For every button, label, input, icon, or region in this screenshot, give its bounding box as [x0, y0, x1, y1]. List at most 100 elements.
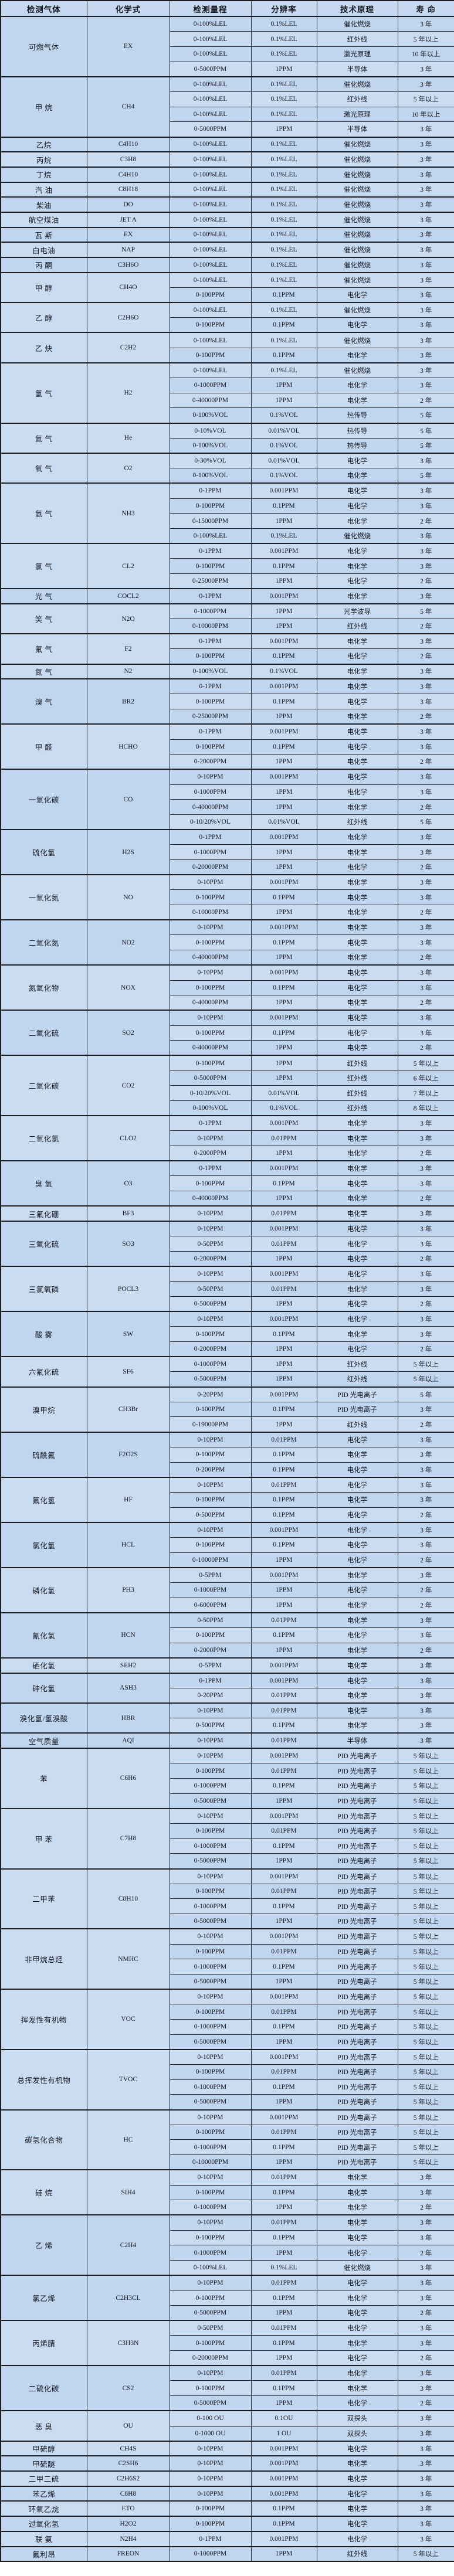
cell-resolution: 0.1PPM	[250, 1898, 317, 1915]
cell-resolution: 0.01PPM	[250, 1431, 317, 1447]
cell-range: 0-1000PPM	[169, 2546, 252, 2562]
cell-range: 0-1000PPM	[169, 1838, 252, 1854]
cell-gas: 乙 醇	[0, 302, 87, 333]
table-row: 三氯氧磷 POCL3 0-10PPM 0.001PPM 电化学 3 年	[0, 1266, 454, 1312]
cell-gas: 苯	[0, 1748, 87, 1809]
cell-resolution: 0.1%LEL	[250, 242, 317, 258]
cell-lifespan: 3 年	[397, 1462, 454, 1478]
cell-lifespan: 5 年	[397, 437, 454, 454]
cell-range: 0-25000PPM	[169, 573, 252, 589]
cell-resolution: 0.001PPM	[250, 1311, 317, 1327]
cell-lifespan: 5 年以上	[397, 1868, 454, 1884]
table-row: 甲 烷 CH4 0-100%LEL 0.1%LEL 催化燃烧 3 年	[0, 76, 454, 137]
cell-range: 0-10PPM	[169, 1205, 252, 1222]
cell-principle: 电化学	[316, 588, 398, 604]
cell-principle: PID 光电离子	[316, 2064, 398, 2080]
cell-gas: 航空煤油	[0, 211, 87, 228]
cell-range: 0-100%LEL	[169, 46, 252, 62]
cell-range: 0-1000PPM	[169, 2200, 252, 2215]
cell-resolution: 0.01PPM	[250, 1883, 317, 1899]
table-row: 氟利昂 FREON 0-1000PPM 1PPM 红外线 5 年以上	[0, 2546, 454, 2562]
cell-principle: 电化学	[316, 378, 398, 393]
cell-resolution: 0.1%LEL	[250, 136, 317, 152]
cell-range: 0-1000 OU	[169, 2425, 252, 2442]
cell-resolution: 0.001PPM	[250, 1566, 317, 1583]
cell-range: 0-100PPM	[169, 934, 252, 951]
cell-principle: 双探头	[316, 2425, 398, 2442]
cell-resolution: 0.1PPM	[250, 1718, 317, 1734]
table-row: 0-10000PPM 1PPM 电化学 2 年	[1, 905, 454, 920]
cell-principle: 电化学	[316, 844, 398, 860]
cell-range: 0-100%LEL	[169, 16, 252, 32]
cell-resolution: 0.1PPM	[250, 2184, 317, 2201]
table-row: 0-50PPM 0.01PPM 电化学 3 年	[1, 1236, 454, 1252]
cell-resolution: 0.01PPM	[250, 2124, 317, 2140]
cell-lifespan: 3 年	[397, 271, 454, 288]
cell-principle: 催化燃烧	[316, 151, 398, 168]
cell-gas: 过氧化氢	[0, 2516, 87, 2532]
cell-lifespan: 3 年	[397, 2485, 454, 2502]
cell-gas: 三氯氧磷	[0, 1266, 87, 1312]
cell-range: 0-100PPM	[169, 1326, 252, 1342]
cell-range: 0-1PPM	[169, 723, 252, 740]
cell-resolution: 0.1%LEL	[250, 91, 317, 107]
table-row: 二氧化氯 CLO2 0-1PPM 0.001PPM 电化学 3 年	[0, 1115, 454, 1161]
cell-lifespan: 3 年	[397, 1115, 454, 1131]
cell-lifespan: 2 年	[397, 1146, 454, 1161]
cell-lifespan: 3 年	[397, 196, 454, 213]
cell-principle: 电化学	[316, 1250, 398, 1267]
cell-principle: 催化燃烧	[316, 211, 398, 228]
cell-gas: 可燃气体	[0, 16, 87, 77]
cell-formula: PH3	[86, 1566, 170, 1613]
cell-resolution: 1PPM	[250, 618, 317, 634]
cell-resolution: 0.001PPM	[250, 1386, 317, 1402]
cell-gas: 空气质量	[0, 1732, 87, 1749]
cell-range: 0-40000PPM	[169, 392, 252, 409]
cell-range: 0-100PPM	[169, 1627, 252, 1643]
cell-range: 0-10%VOL	[169, 422, 252, 439]
cell-lifespan: 3 年	[397, 1221, 454, 1237]
cell-principle: 激光原理	[316, 46, 398, 62]
cell-gas: 二甲苯	[0, 1868, 87, 1929]
cell-resolution: 1PPM	[250, 1341, 317, 1357]
cell-lifespan: 3 年	[397, 302, 454, 318]
cell-resolution: 0.01PPM	[250, 1943, 317, 1960]
cell-formula: C2H6S2	[86, 2470, 170, 2487]
cell-range: 0-15000PPM	[169, 513, 252, 529]
cell-lifespan: 3 年	[397, 829, 454, 845]
cell-range: 0-100PPM	[169, 648, 252, 665]
cell-principle: PID 光电离子	[316, 2154, 398, 2170]
cell-principle: PID 光电离子	[316, 2018, 398, 2035]
cell-range: 0-50PPM	[169, 1612, 252, 1629]
cell-range: 0-10PPM	[169, 2275, 252, 2291]
cell-range: 0-50PPM	[169, 1236, 252, 1252]
cell-lifespan: 3 年	[397, 2184, 454, 2201]
cell-range: 0-100PPM	[169, 1175, 252, 1192]
cell-lifespan: 3 年	[397, 287, 454, 303]
cell-lifespan: 5 年以上	[397, 2124, 454, 2140]
cell-resolution: 1PPM	[250, 1793, 317, 1809]
cell-resolution: 0.1PPM	[250, 558, 317, 574]
table-row: 氯化氢 HCL 0-10PPM 0.001PPM 电化学 3 年	[0, 1521, 454, 1568]
cell-principle: 催化燃烧	[316, 362, 398, 378]
cell-principle: 电化学	[316, 2485, 398, 2502]
cell-range: 0-100%LEL	[169, 181, 252, 198]
cell-resolution: 0.1PPM	[250, 1175, 317, 1192]
cell-resolution: 0.1%VOL	[250, 437, 317, 454]
cell-lifespan: 2 年	[397, 573, 454, 589]
cell-formula: C7H8	[86, 1807, 170, 1870]
cell-principle: 电化学	[316, 633, 398, 650]
cell-gas: 甲硫醇	[0, 2440, 87, 2456]
cell-range: 0-100PPM	[169, 2516, 252, 2532]
cell-formula: DO	[86, 196, 170, 213]
cell-resolution: 0.001PPM	[250, 1521, 317, 1538]
cell-resolution: 0.1%LEL	[250, 181, 317, 198]
table-row: 一氧化氮 NO 0-10PPM 0.001PPM 电化学 3 年	[0, 874, 454, 920]
cell-resolution: 0.1%LEL	[250, 166, 317, 183]
cell-principle: 催化燃烧	[316, 166, 398, 183]
cell-gas: 酸 雾	[0, 1311, 87, 1357]
cell-range: 0-10PPM	[169, 2109, 252, 2125]
cell-lifespan: 2 年	[397, 392, 454, 409]
cell-range: 0-500PPM	[169, 1718, 252, 1734]
cell-resolution: 0.001PPM	[250, 2455, 317, 2472]
